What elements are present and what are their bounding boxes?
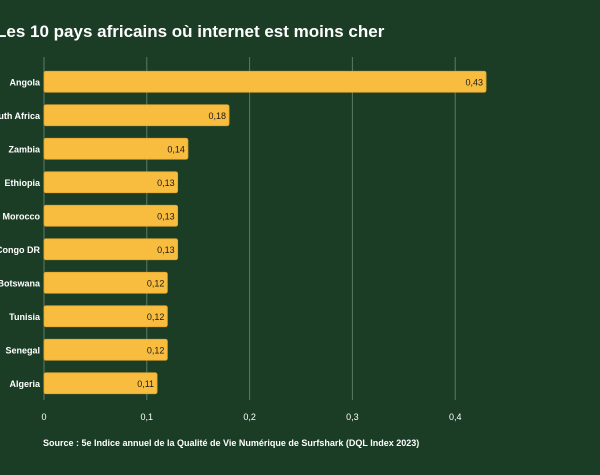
value-label: 0,13: [157, 211, 175, 221]
category-label: Algeria: [9, 379, 41, 389]
category-label: Congo DR: [0, 245, 40, 255]
bar: [43, 70, 487, 93]
category-label: Botswana: [0, 278, 41, 288]
category-label: Ethiopia: [5, 178, 41, 188]
category-label: South Africa: [0, 111, 41, 121]
value-label: 0,12: [147, 312, 165, 322]
bar: [43, 305, 168, 328]
x-axis-ticks: 0 0,1 0,2 0,3 0,4: [41, 412, 461, 422]
value-label: 0,13: [157, 245, 175, 255]
value-label: 0,43: [466, 77, 484, 87]
x-tick-label: 0,2: [243, 412, 256, 422]
bar: [43, 204, 179, 227]
value-label: 0,11: [137, 379, 154, 389]
source-note: Source : 5e Indice annuel de la Qualité …: [43, 438, 420, 448]
bar: [43, 104, 230, 127]
bar: [43, 271, 168, 294]
value-label: 0,18: [209, 111, 227, 121]
bars: [43, 70, 487, 395]
bar: [43, 137, 189, 160]
bar: [43, 372, 158, 395]
category-labels: Angola South Africa Zambia Ethiopia Morocco C…: [0, 77, 41, 389]
value-label: 0,12: [147, 278, 165, 288]
x-tick-label: 0,3: [346, 412, 359, 422]
value-label: 0,12: [147, 345, 165, 355]
category-label: Zambia: [8, 144, 41, 154]
x-tick-label: 0,4: [449, 412, 462, 422]
value-labels: 0,43 0,18 0,14 0,13 0,13 0,13 0,12 0,12 0,12 0,11: [137, 77, 483, 389]
category-label: Tunisia: [9, 312, 41, 322]
chart-title: Les 10 pays africains où internet est mo…: [0, 22, 385, 41]
value-label: 0,13: [157, 178, 175, 188]
x-tick-label: 0,1: [141, 412, 154, 422]
category-label: Morocco: [2, 211, 40, 221]
bar: [43, 238, 179, 261]
bar: [43, 171, 179, 194]
x-tick-label: 0: [41, 412, 46, 422]
category-label: Senegal: [5, 345, 40, 355]
bar: [43, 338, 168, 361]
value-label: 0,14: [167, 144, 185, 154]
category-label: Angola: [10, 77, 41, 87]
